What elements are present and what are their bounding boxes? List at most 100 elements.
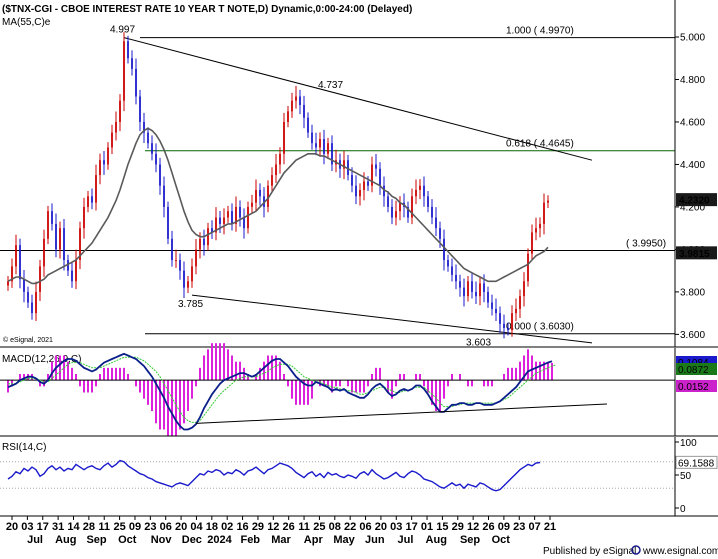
candle-body bbox=[511, 313, 513, 331]
candle-body bbox=[347, 160, 349, 176]
x-month-label: Aug bbox=[426, 534, 447, 546]
candle-body bbox=[107, 147, 109, 165]
candle-body bbox=[203, 238, 205, 246]
candle-body bbox=[143, 121, 145, 133]
copyright-text: © eSignal, 2021 bbox=[3, 336, 53, 344]
candle-body bbox=[411, 196, 413, 218]
candle-body bbox=[547, 200, 549, 203]
candle-body bbox=[515, 308, 517, 314]
candle-body bbox=[87, 196, 89, 207]
footer: Published by eSignal www.esignal.com bbox=[543, 545, 718, 557]
x-day-label: 03 bbox=[21, 521, 33, 533]
x-day-label: 06 bbox=[359, 521, 371, 533]
candle-body bbox=[67, 260, 69, 271]
x-day-label: 09 bbox=[129, 521, 141, 533]
candle-body bbox=[19, 245, 21, 280]
macd-tag-text: 0.0152 bbox=[678, 382, 709, 393]
candle-body bbox=[527, 253, 529, 282]
candle-body bbox=[379, 168, 381, 186]
price-tick-label: 3.800 bbox=[680, 287, 705, 298]
candle-body bbox=[303, 104, 305, 118]
x-day-label: 15 bbox=[436, 521, 448, 533]
x-day-label: 29 bbox=[452, 521, 464, 533]
x-day-label: 23 bbox=[513, 521, 525, 533]
candle-body bbox=[523, 281, 525, 297]
candle-body bbox=[471, 281, 473, 292]
candle-body bbox=[447, 260, 449, 267]
candle-body bbox=[531, 232, 533, 254]
candle-body bbox=[275, 164, 277, 176]
candle-body bbox=[195, 249, 197, 267]
price-tick-label: 4.400 bbox=[680, 160, 705, 171]
x-day-label: 20 bbox=[375, 521, 387, 533]
candle-body bbox=[415, 189, 417, 197]
x-day-label: 16 bbox=[236, 521, 248, 533]
x-month-label: Nov bbox=[151, 534, 173, 546]
candle-body bbox=[11, 266, 13, 282]
candle-body bbox=[319, 138, 321, 148]
candle-body bbox=[503, 323, 505, 329]
candle-body bbox=[443, 238, 445, 261]
candle-body bbox=[199, 238, 201, 250]
candle-body bbox=[479, 283, 481, 297]
candle-body bbox=[39, 266, 41, 292]
signal-line bbox=[8, 356, 557, 423]
candle-body bbox=[215, 217, 217, 233]
candle-body bbox=[43, 238, 45, 267]
candle-body bbox=[419, 185, 421, 190]
candle-body bbox=[115, 121, 117, 133]
x-month-label: Dec bbox=[182, 534, 202, 546]
x-month-label: Mar bbox=[271, 534, 291, 546]
macd-tag-box bbox=[676, 363, 717, 375]
price-tick-label: 4.600 bbox=[680, 117, 705, 128]
x-day-label: 02 bbox=[221, 521, 233, 533]
candle-body bbox=[287, 111, 289, 122]
x-month-label: Feb bbox=[240, 534, 260, 546]
candle-body bbox=[159, 164, 161, 186]
price-tick-label: 5.000 bbox=[680, 32, 705, 43]
candle-body bbox=[435, 217, 437, 229]
x-day-label: 23 bbox=[144, 521, 156, 533]
candle-body bbox=[59, 228, 61, 250]
candle-body bbox=[367, 181, 369, 186]
macd-title: MACD(12,26,9,C) bbox=[2, 354, 81, 365]
x-day-label: 25 bbox=[113, 521, 125, 533]
candle-body bbox=[495, 308, 497, 314]
rsi-tick-label: 50 bbox=[680, 471, 692, 482]
rsi-title: RSI(14,C) bbox=[2, 442, 46, 453]
candle-body bbox=[323, 138, 325, 154]
x-day-label: 20 bbox=[175, 521, 187, 533]
x-month-label: Aug bbox=[55, 534, 76, 546]
candle-body bbox=[391, 206, 393, 218]
price-tag-box bbox=[676, 193, 717, 207]
candle-body bbox=[51, 211, 53, 224]
x-day-label: 29 bbox=[252, 521, 264, 533]
candle-body bbox=[255, 189, 257, 203]
candle-body bbox=[395, 211, 397, 218]
macd-trendline bbox=[195, 403, 608, 424]
candle-body bbox=[271, 175, 273, 186]
candle-body bbox=[307, 117, 309, 133]
candle-body bbox=[23, 279, 25, 292]
x-day-label: 09 bbox=[498, 521, 510, 533]
site-text: www.esignal.com bbox=[642, 546, 718, 557]
x-day-label: 11 bbox=[298, 521, 310, 533]
x-month-label: Jul bbox=[27, 534, 43, 546]
x-month-label: Oct bbox=[492, 534, 511, 546]
candle-body bbox=[487, 291, 489, 303]
candle-body bbox=[91, 196, 93, 203]
candle-body bbox=[375, 164, 377, 169]
candle-body bbox=[231, 211, 233, 224]
ma-line bbox=[7, 127, 549, 285]
macd-tag-text: 0.0872 bbox=[678, 365, 709, 376]
x-month-label: May bbox=[333, 534, 355, 546]
candle-body bbox=[243, 217, 245, 229]
candle-body bbox=[455, 274, 457, 282]
rsi-tick-label: 100 bbox=[680, 438, 697, 449]
price-annotation: 3.785 bbox=[178, 299, 203, 310]
candle-body bbox=[239, 206, 241, 218]
candle-body bbox=[83, 206, 85, 229]
x-day-label: 07 bbox=[529, 521, 541, 533]
